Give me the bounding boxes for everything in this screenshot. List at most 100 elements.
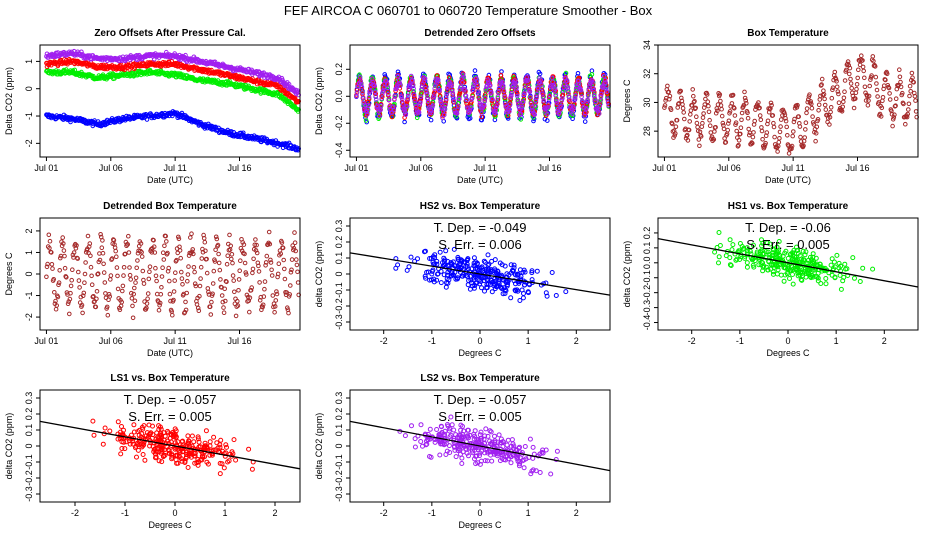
data-point (444, 285, 448, 289)
data-point (853, 276, 857, 280)
panel-title: Detrended Zero Offsets (424, 28, 536, 39)
data-point (174, 271, 178, 275)
data-point (270, 274, 274, 278)
data-point (695, 121, 699, 125)
data-point (405, 268, 409, 272)
x-tick-label: 0 (477, 336, 482, 346)
x-tick-label: 0 (785, 336, 790, 346)
data-point (115, 266, 119, 270)
data-point (155, 279, 159, 283)
data-point (154, 266, 158, 270)
data-point (70, 278, 74, 282)
data-point (843, 79, 847, 83)
data-point (843, 90, 847, 94)
data-point (819, 282, 823, 286)
data-point (54, 307, 58, 311)
data-point (217, 252, 221, 256)
data-point (867, 99, 871, 103)
data-point (550, 271, 554, 275)
data-point (857, 68, 861, 72)
data-point (709, 131, 713, 135)
data-point (62, 249, 66, 253)
data-point (861, 65, 865, 69)
data-point (89, 254, 93, 258)
data-point (692, 94, 696, 98)
data-point (282, 258, 286, 262)
data-point (203, 240, 207, 244)
data-point (121, 289, 125, 293)
data-point (231, 261, 235, 265)
data-point (858, 280, 862, 284)
series-HS2 (45, 110, 301, 152)
data-point (95, 290, 99, 294)
x-axis-label: Date (UTC) (147, 175, 193, 185)
data-point (706, 100, 710, 104)
data-point (787, 152, 791, 156)
data-point (131, 316, 135, 320)
data-point (689, 109, 693, 113)
data-point (129, 278, 133, 282)
data-point (888, 98, 892, 102)
data-point (683, 117, 687, 121)
y-axis-label: delta CO2 (ppm) (314, 241, 324, 308)
data-points (394, 247, 568, 302)
data-point (871, 267, 875, 271)
data-point (90, 283, 94, 287)
data-point (77, 279, 81, 283)
data-point (109, 274, 113, 278)
panel-title: Detrended Box Temperature (103, 201, 237, 212)
data-point (472, 256, 476, 260)
data-point (116, 287, 120, 291)
data-point (295, 263, 299, 267)
data-point (223, 287, 227, 291)
data-point (518, 299, 522, 303)
data-point (891, 124, 895, 128)
data-point (180, 270, 184, 274)
data-point (701, 121, 705, 125)
data-point (804, 128, 808, 132)
data-point (47, 233, 51, 237)
data-point (230, 257, 234, 261)
data-point (237, 289, 241, 293)
data-point (852, 106, 856, 110)
data-point (888, 92, 892, 96)
data-point (133, 299, 137, 303)
data-point (779, 273, 783, 277)
data-point (737, 139, 741, 143)
data-point (190, 232, 194, 236)
data-point (874, 75, 878, 79)
data-point (839, 287, 843, 291)
data-point (69, 284, 73, 288)
data-point (733, 114, 737, 118)
data-point (271, 294, 275, 298)
data-point (908, 84, 912, 88)
data-point (217, 261, 221, 265)
data-point (283, 267, 287, 271)
data-point (876, 95, 880, 99)
data-point (192, 266, 196, 270)
data-point (745, 261, 749, 265)
y-tick-label: -0.3 (334, 314, 344, 330)
data-point (148, 265, 152, 269)
data-point (773, 135, 777, 139)
data-point (804, 121, 808, 125)
data-point (688, 120, 692, 124)
data-point (134, 281, 138, 285)
data-point (290, 268, 294, 272)
data-point (135, 266, 139, 270)
data-point (708, 118, 712, 122)
y-tick-label: -1 (24, 112, 34, 120)
data-point (743, 90, 747, 94)
data-point (45, 275, 49, 279)
data-point (257, 270, 261, 274)
y-tick-label: -2 (24, 313, 34, 321)
data-point (486, 253, 490, 257)
data-point (140, 255, 144, 259)
data-point (863, 76, 867, 80)
data-point (100, 246, 104, 250)
